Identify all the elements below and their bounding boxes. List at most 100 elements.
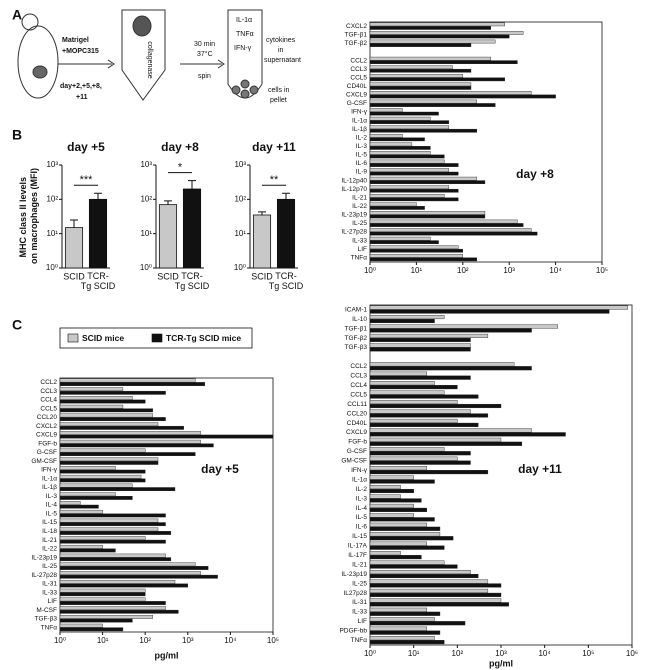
x-tick-label: 10⁶ [626,649,638,658]
bar [59,390,166,395]
category-label: IL-1β [42,484,57,491]
category-label: CCL3 [350,66,367,73]
bar [369,163,459,167]
bar [59,469,146,474]
error-bar [188,180,196,189]
category-label: TGF-β2 [344,40,367,47]
bar [369,60,518,65]
bar [369,488,414,494]
bar [369,82,472,87]
x-tick-label: 10² [457,266,469,275]
bar [369,202,417,207]
bar [369,456,458,461]
y-tick-label: 10² [46,194,58,203]
bar [369,579,489,584]
schematic-label: +MOPC315 [62,48,99,55]
bar [369,385,458,390]
bar [369,451,471,456]
chart-title: day +8 [161,140,199,154]
bar [59,571,201,575]
bar [369,503,414,508]
bar [369,413,489,418]
error-bar [94,192,102,200]
bar [369,337,471,342]
x-tick-label: 10⁰ [54,636,66,645]
bar [369,128,477,133]
category-label: IL-15 [42,519,57,526]
bar [369,324,559,329]
category-label: LIF [358,618,367,625]
x-tick-label: 10⁵ [596,266,608,275]
bar [369,68,472,73]
y-tick-label: 10² [140,194,152,203]
bar [88,198,108,269]
bar [369,630,441,635]
bar [59,399,146,404]
bar [59,579,176,584]
y-tick-label: 10¹ [140,229,152,238]
category-label: IL-3 [46,493,58,500]
bar [369,626,428,631]
bar [369,479,435,484]
category-label: CXCL2 [346,23,367,30]
mouse-head [21,13,39,31]
y-tick-label: 10⁰ [234,263,246,272]
bar [369,176,477,181]
bar [59,562,196,567]
bar [369,56,491,61]
bar [59,448,146,453]
bar [59,439,201,444]
category-label: IL-22 [42,546,57,553]
x-tick-label: 10² [139,636,151,645]
bar [59,513,166,518]
x-tick-label: 10⁵ [582,649,594,658]
legend-label: SCID mice [82,333,124,343]
x-tick-label: TCR-Tg SCID [175,271,210,291]
schematic-label: +11 [76,94,88,101]
bar [369,99,477,104]
bar [369,573,479,579]
bar [369,146,431,150]
bar [369,151,431,155]
x-tick-label: SCID [251,271,273,281]
panel-label: C [12,317,22,333]
schematic-label: collagenase [146,41,153,78]
bar [369,86,472,90]
legend-label: TCR-Tg SCID mice [166,333,241,343]
category-label: CXCL9 [36,432,57,439]
bar [369,328,532,333]
bar [59,425,184,430]
schematic-label: IFN-γ [234,45,252,52]
significance-label: *** [80,174,94,186]
category-label: IL-22 [352,203,367,210]
bar [369,484,401,490]
bar [369,43,472,47]
bar [369,394,479,399]
category-label: CXCL9 [346,429,367,436]
schematic-label: Matrigel [62,37,89,44]
bar [369,73,464,78]
bar [369,193,445,198]
category-label: IL-23p19 [341,571,367,578]
bar [369,507,428,512]
x-tick-label: 10⁰ [364,649,376,658]
bar [369,560,445,565]
bar [369,366,532,371]
category-label: IL27p28 [344,590,368,597]
x-tick-label: 10⁴ [224,636,237,645]
category-label: CXCL2 [36,423,57,430]
bar [59,378,196,383]
bar [369,343,471,348]
category-label: TGF-β3 [344,344,367,351]
x-tick-label: 10¹ [411,266,423,275]
significance-label: * [178,162,183,174]
category-label: CCL2 [350,363,367,370]
x-axis-label: pg/ml [489,658,513,668]
category-label: CCL5 [350,391,367,398]
bar [369,390,445,395]
chart-title: day +5 [201,462,239,476]
cell [240,79,250,89]
bar [369,536,454,541]
category-label: LIF [48,598,57,605]
bar [59,583,189,588]
